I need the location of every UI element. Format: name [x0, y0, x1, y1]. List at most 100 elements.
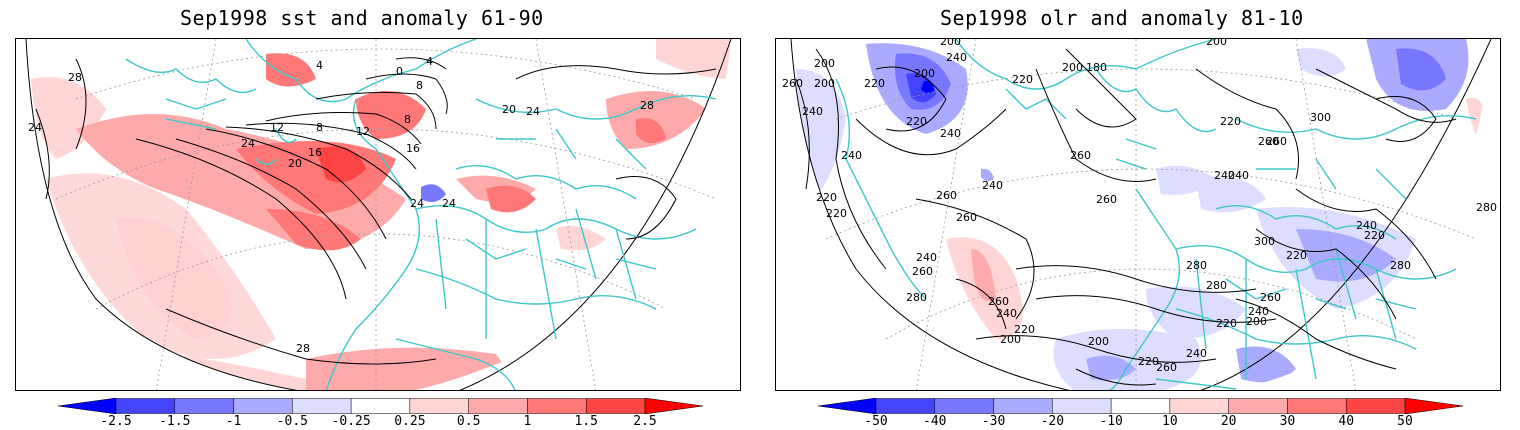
contour-label: 4 [316, 59, 323, 72]
colorbar-tick-label: -1.5 [159, 414, 191, 429]
contour-label: 28 [640, 99, 654, 112]
colorbar-tick-label: 10 [1162, 414, 1178, 429]
colorbar-segment [1287, 398, 1347, 414]
contour-label: 180 [1086, 61, 1107, 74]
olr-coastlines [835, 39, 1477, 390]
contour-label: 16 [308, 146, 322, 159]
colorbar-segment [585, 398, 646, 414]
colorbar-segment [174, 398, 234, 414]
contour-label: 200 [1062, 61, 1083, 74]
colorbar-tick-label: -0.5 [276, 414, 308, 429]
colorbar-segment [409, 398, 469, 414]
contour-label: 280 [906, 291, 927, 304]
contour-label: 280 [1186, 259, 1207, 272]
colorbar-tick-label: -0.25 [331, 414, 371, 429]
colorbar-segment [644, 398, 703, 414]
olr-contour-labels: 200 260 200 200 180 200 220 240 200 200 … [782, 39, 1497, 374]
sst-contours [35, 57, 717, 365]
contour-label: 240 [982, 179, 1003, 192]
contour-label: 280 [1390, 259, 1411, 272]
contour-label: 240 [1248, 305, 1269, 318]
contour-label: 280 [1476, 201, 1497, 214]
sst-colorbar [58, 398, 703, 414]
colorbar-tick-label: -2.5 [100, 414, 132, 429]
contour-label: 260 [1070, 149, 1091, 162]
contour-label: 8 [416, 79, 423, 92]
contour-label: 220 [1216, 317, 1237, 330]
sst-coastlines [125, 39, 717, 390]
contour-label: 200 [814, 77, 835, 90]
contour-label: 260 [1266, 135, 1287, 148]
contour-label: 260 [1260, 291, 1281, 304]
contour-label: 260 [956, 211, 977, 224]
contour-label: 24 [28, 121, 42, 134]
contour-label: 220 [1014, 323, 1035, 336]
colorbar-segment [1052, 398, 1112, 414]
contour-label: 240 [841, 149, 862, 162]
colorbar-tick-label: -50 [864, 414, 888, 429]
contour-label: 200 [914, 67, 935, 80]
colorbar-tick-label: 1 [523, 414, 532, 429]
panel-1-title: Sep1998 sst and anomaly 61-90 [180, 6, 544, 30]
contour-label: 220 [1286, 249, 1307, 262]
colorbar-tick-label: 0.25 [394, 414, 426, 429]
colorbar-segment [468, 398, 528, 414]
contour-label: 240 [1214, 169, 1235, 182]
olr-colorbar [818, 398, 1463, 414]
contour-label: 240 [1186, 347, 1207, 360]
olr-domain-edge [790, 39, 1492, 390]
contour-label: 220 [1364, 229, 1385, 242]
colorbar-segment [934, 398, 994, 414]
contour-label: 24 [410, 197, 424, 210]
contour-label: 200 [1246, 315, 1267, 328]
contour-label: 28 [68, 71, 82, 84]
contour-label: 0 [396, 65, 403, 78]
contour-label: 24 [241, 137, 255, 150]
colorbar-tick-label: -30 [981, 414, 1006, 429]
contour-label: 260 [1096, 193, 1117, 206]
sst-domain-edge [25, 39, 732, 390]
colorbar-segment [115, 398, 176, 414]
colorbar-segment [1110, 398, 1171, 414]
contour-label: 240 [996, 307, 1017, 320]
colorbar-tick-label: -40 [923, 414, 947, 429]
colorbar-segment [1169, 398, 1229, 414]
contour-label: 220 [1012, 73, 1033, 86]
contour-label: 28 [296, 342, 310, 355]
contour-label: 220 [816, 191, 837, 204]
colorbar-tick-label: 50 [1397, 414, 1413, 429]
contour-label: 260 [912, 265, 933, 278]
contour-label: 240 [1356, 219, 1377, 232]
contour-label: 260 [936, 189, 957, 202]
colorbar-tick-label: 0.5 [456, 414, 481, 429]
contour-label: 12 [356, 125, 370, 138]
contour-label: 24 [526, 105, 540, 118]
colorbar-segment [1228, 398, 1288, 414]
colorbar-tick-label: -1 [225, 414, 242, 429]
colorbar-segment [527, 398, 587, 414]
colorbar-segment [233, 398, 293, 414]
colorbar-segment [818, 398, 877, 414]
contour-label: 300 [1254, 235, 1275, 248]
colorbar-tick-label: 2.5 [633, 414, 657, 429]
sst-graticule [55, 39, 717, 390]
contour-label: 200 [814, 57, 835, 70]
contour-label: 4 [426, 55, 433, 68]
contour-label: 260 [1258, 135, 1279, 148]
contour-label: 240 [946, 51, 967, 64]
colorbar-segment [1345, 398, 1406, 414]
contour-label: 260 [782, 77, 803, 90]
colorbar-segment [292, 398, 352, 414]
contour-label: 220 [1220, 115, 1241, 128]
olr-graticule [825, 39, 1477, 390]
contour-label: 220 [906, 115, 927, 128]
colorbar-tick-label: -20 [1040, 414, 1065, 429]
contour-label: 220 [864, 77, 885, 90]
colorbar-segment [1404, 398, 1463, 414]
panel-2-title: Sep1998 olr and anomaly 81-10 [940, 6, 1304, 30]
contour-label: 12 [270, 121, 284, 134]
contour-label: 20 [288, 157, 302, 170]
colorbar-segment [875, 398, 936, 414]
contour-label: 200 [1088, 335, 1109, 348]
contour-label: 240 [802, 105, 823, 118]
